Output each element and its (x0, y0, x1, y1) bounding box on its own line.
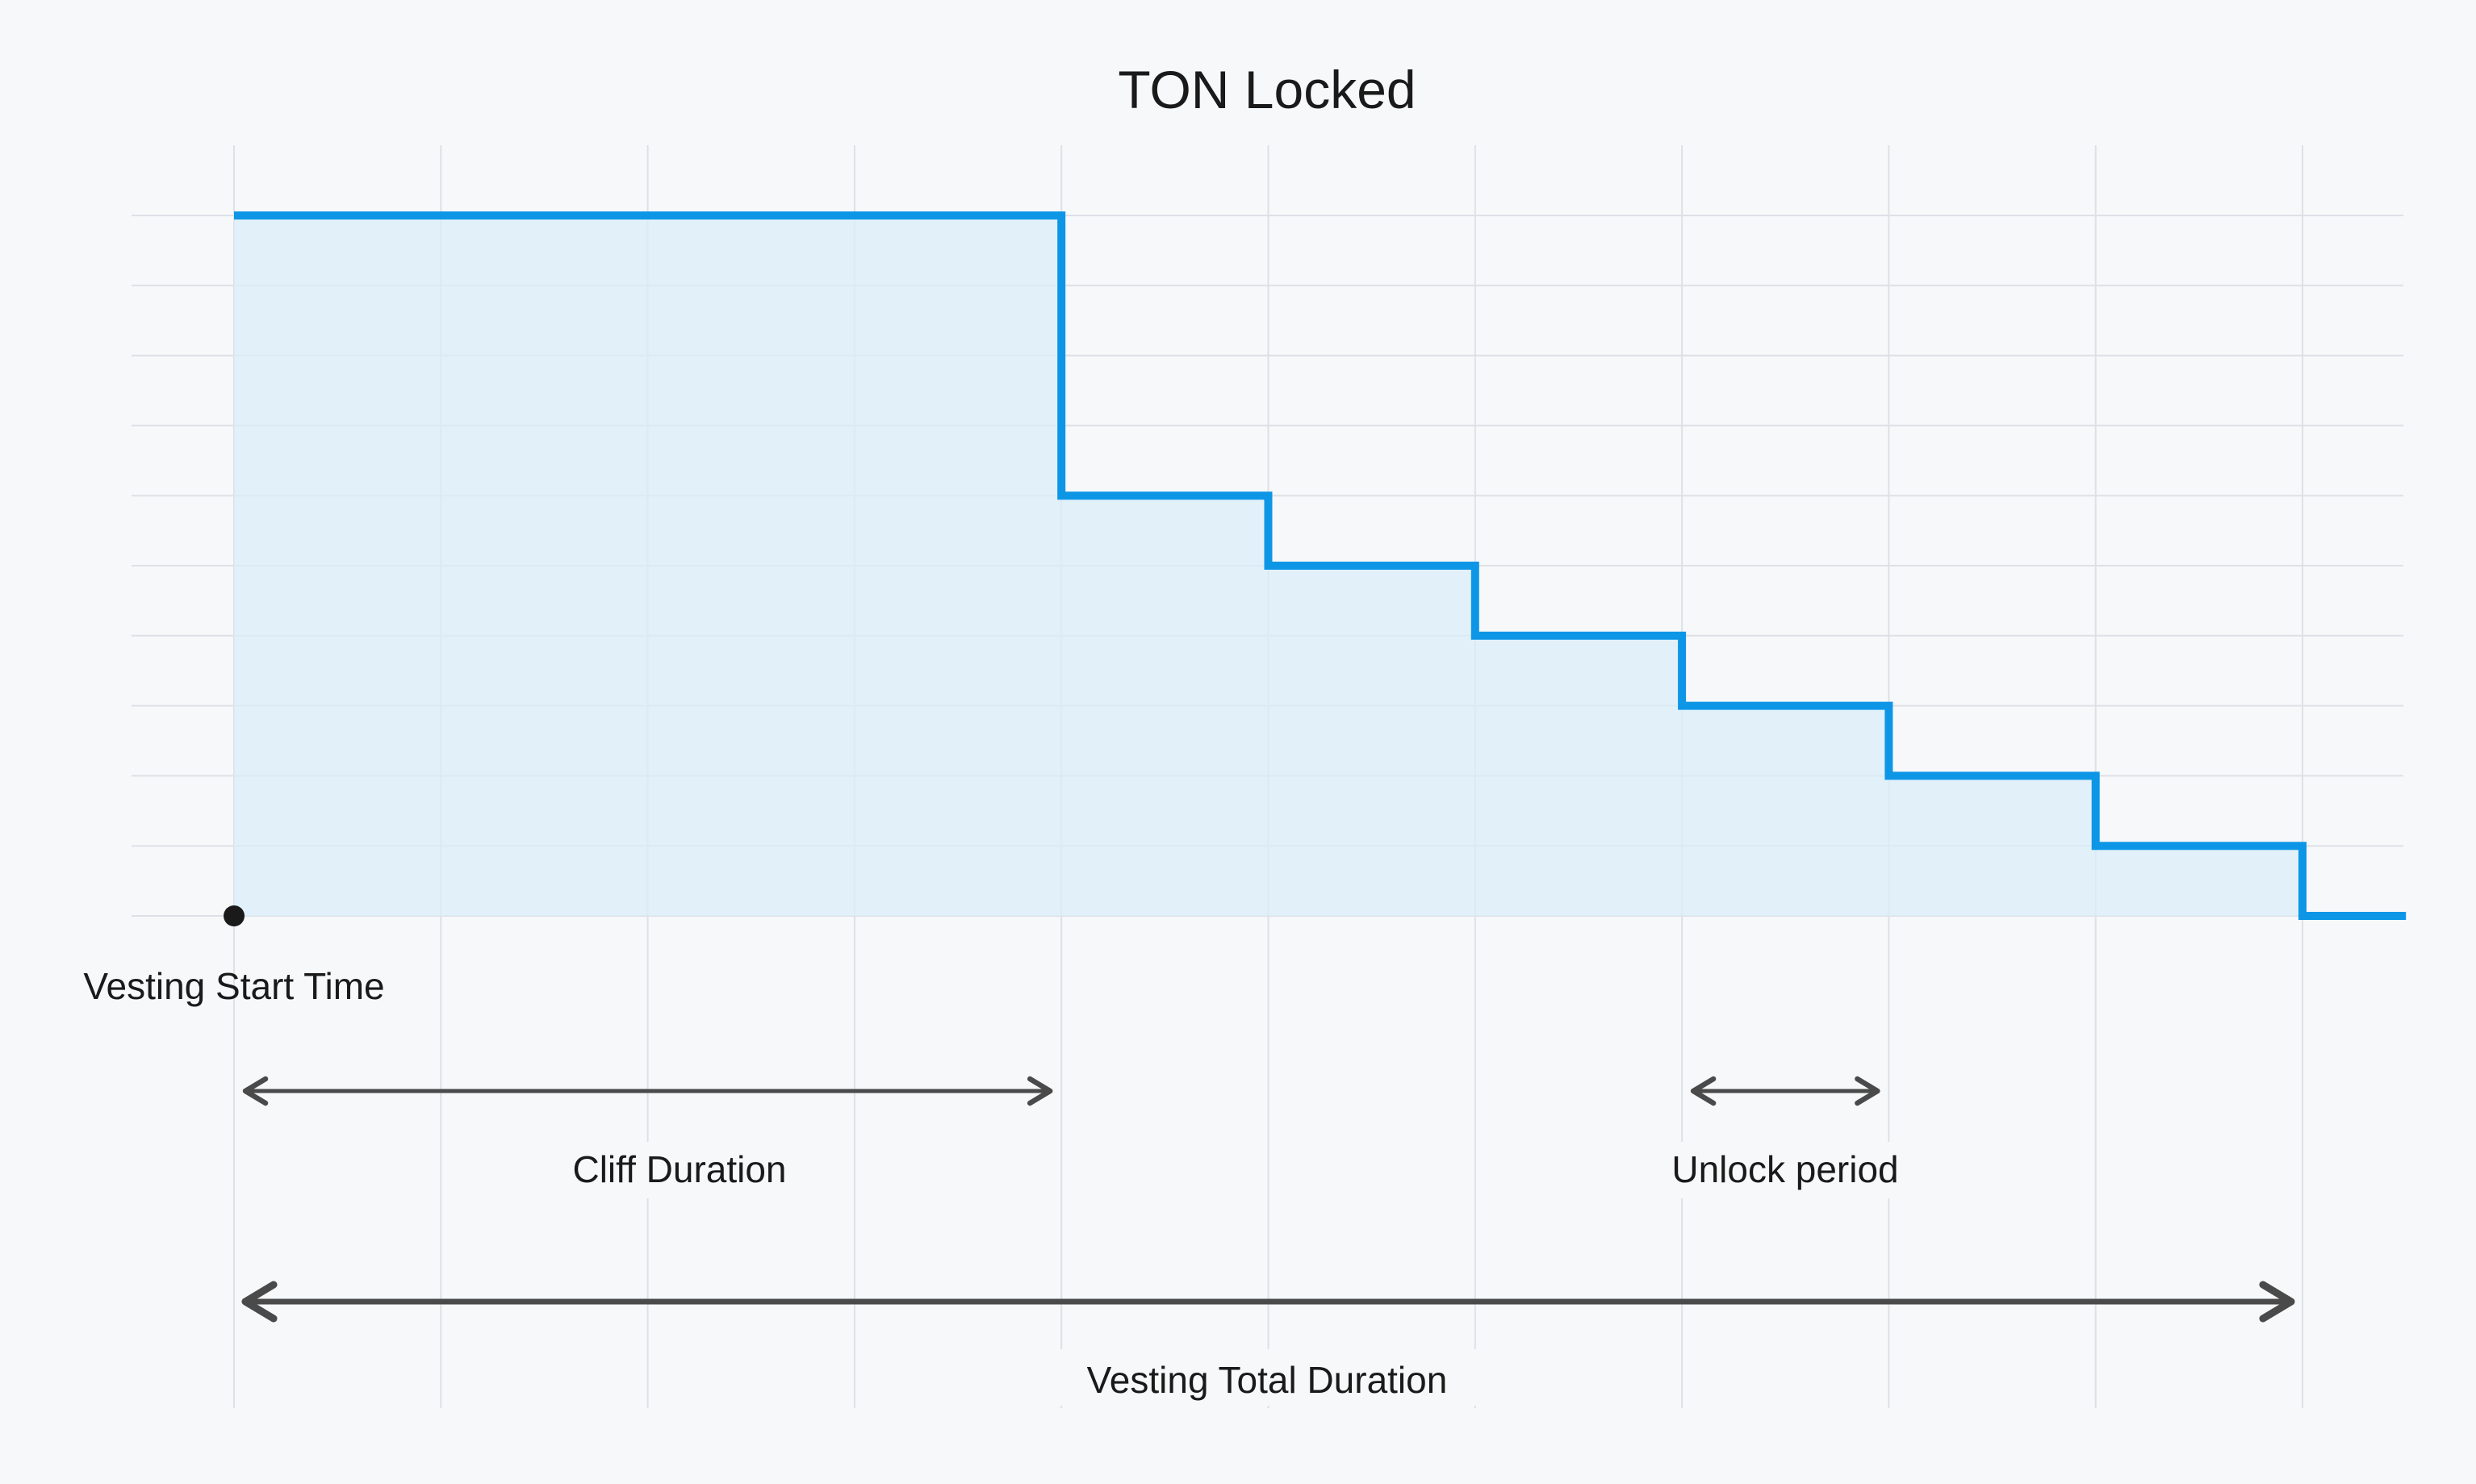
locked-step-line (234, 211, 2407, 920)
unlock-period-label: Unlock period (1671, 1148, 1898, 1190)
chart-title: TON Locked (1118, 60, 1416, 119)
total-label-background (1049, 1349, 1485, 1406)
vesting-total-duration-label: Vesting Total Duration (1087, 1359, 1448, 1401)
cliff-duration-label: Cliff Duration (572, 1148, 786, 1190)
vesting-start-dot (224, 905, 245, 926)
vesting-start-label: Vesting Start Time (83, 965, 384, 1007)
unlock-label-background (1654, 1142, 1913, 1198)
cliff-label-background (533, 1142, 823, 1198)
